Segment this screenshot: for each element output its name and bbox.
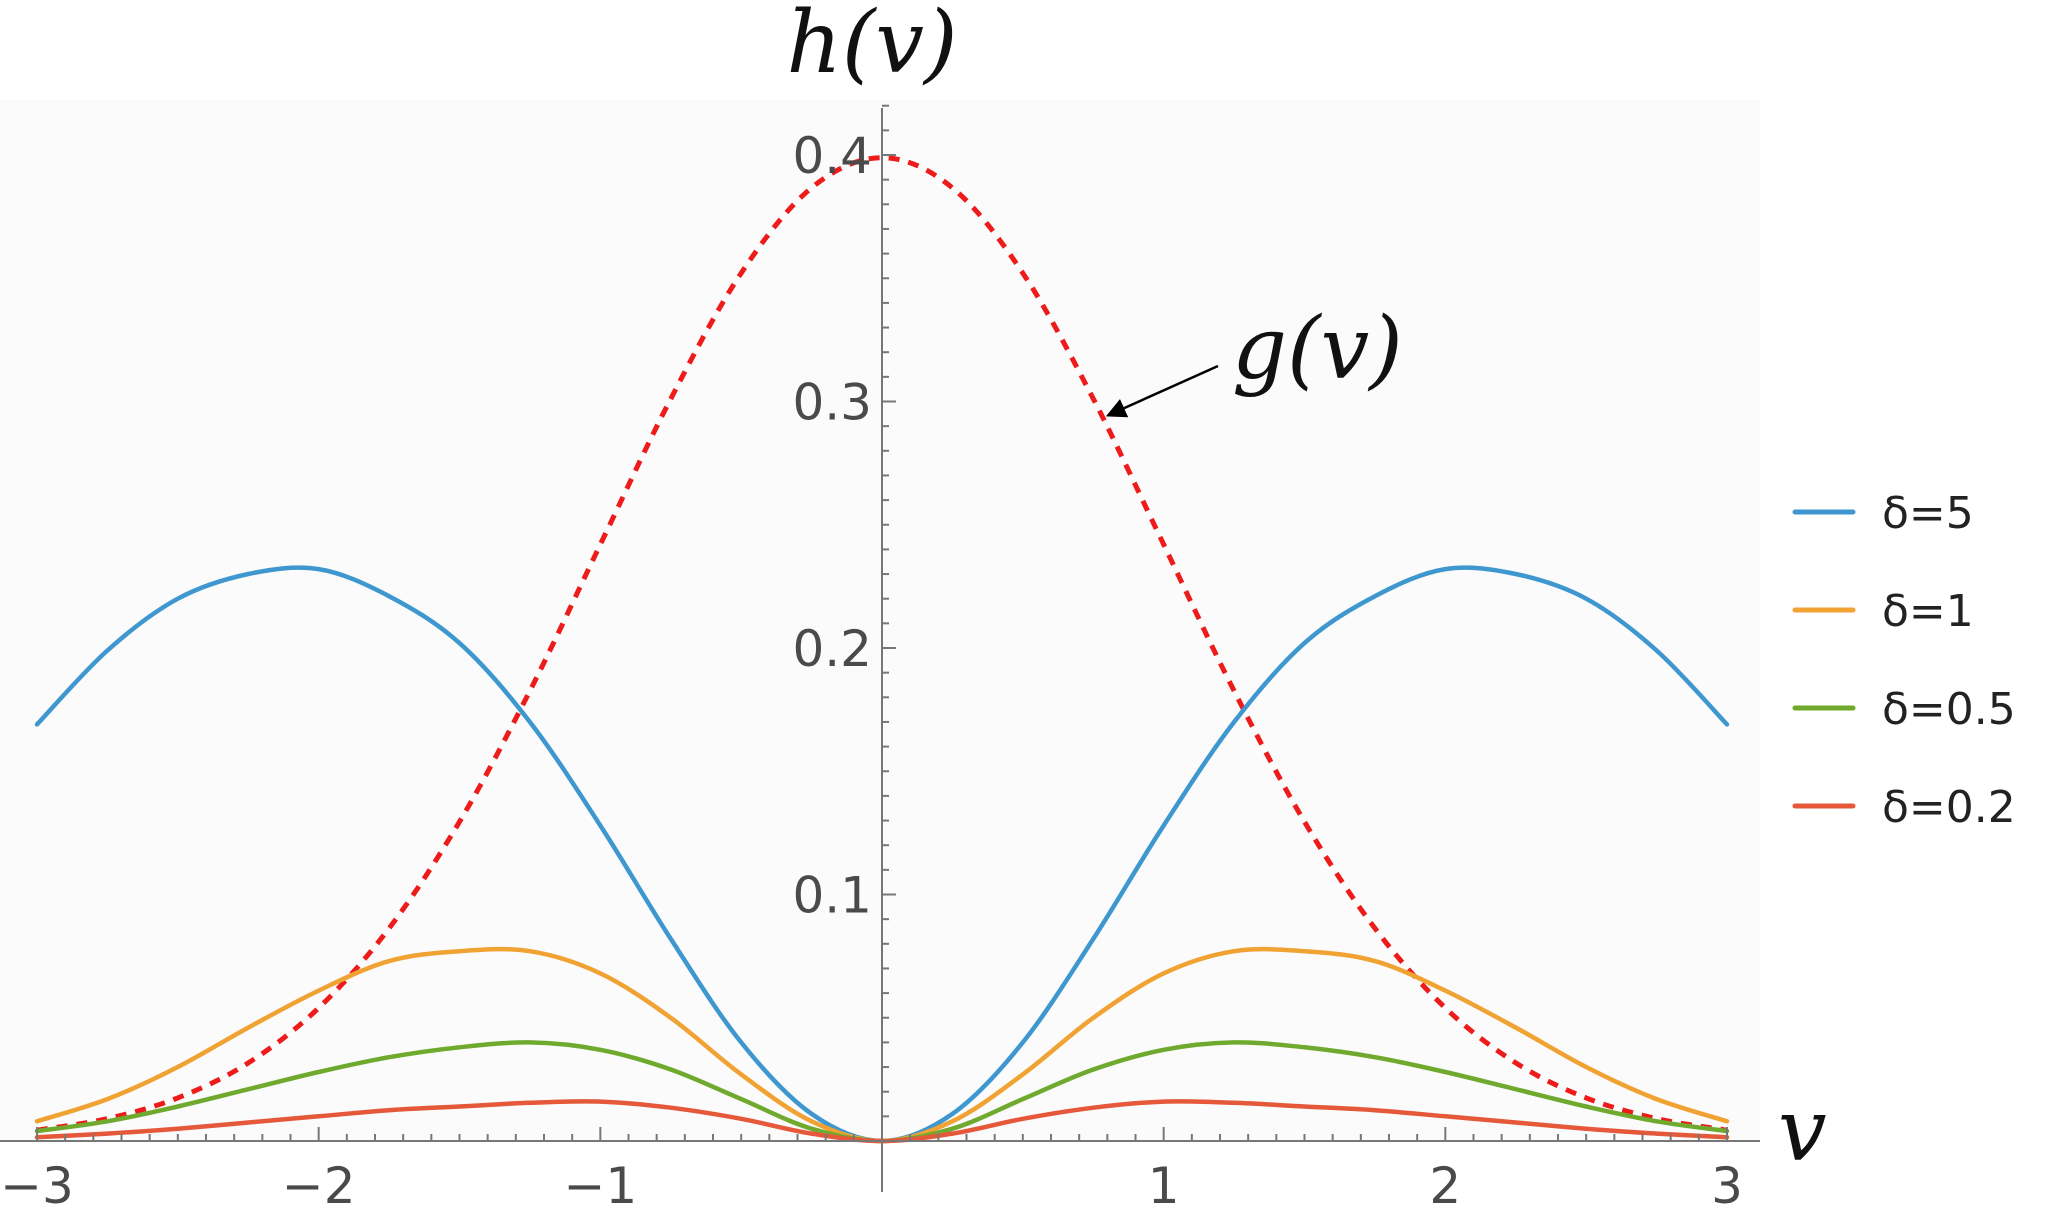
x-axis-title: v [1778,1081,1827,1181]
annotation-layer: g(v) [1105,299,1403,418]
annotation-label-g: g(v) [1232,299,1403,399]
axes-layer [0,108,1760,1192]
x-tick-label: −1 [563,1157,637,1215]
y-tick-label: 0.2 [792,620,872,678]
series-line-g-v- [36,155,1728,1133]
x-tick-label: 2 [1429,1157,1461,1215]
y-tick-label: 0.4 [792,127,872,185]
x-tick-label: −2 [282,1157,356,1215]
x-tick-label: 1 [1148,1157,1180,1215]
y-axis-title: h(v) [786,0,957,93]
annotation-arrow [1105,364,1219,418]
y-tick-label: 0.1 [792,867,872,925]
ticks-layer [36,104,1728,1141]
legend-label: δ=0.2 [1882,782,2016,833]
legend-label: δ=0.5 [1882,684,2016,735]
x-tick-label: 3 [1711,1157,1743,1215]
legend-label: δ=5 [1882,488,1974,539]
legend: δ=5 δ=1 δ=0.5 δ=0.2 [1792,488,2016,833]
x-tick-label: −3 [0,1157,74,1215]
plot-background [0,100,1760,1140]
y-tick-label: 0.3 [792,374,872,432]
ticklabels-layer: −3 −2 −1 1 2 3 0.1 0.2 0.3 0.4 [0,127,1743,1215]
legend-label: δ=1 [1882,586,1974,637]
